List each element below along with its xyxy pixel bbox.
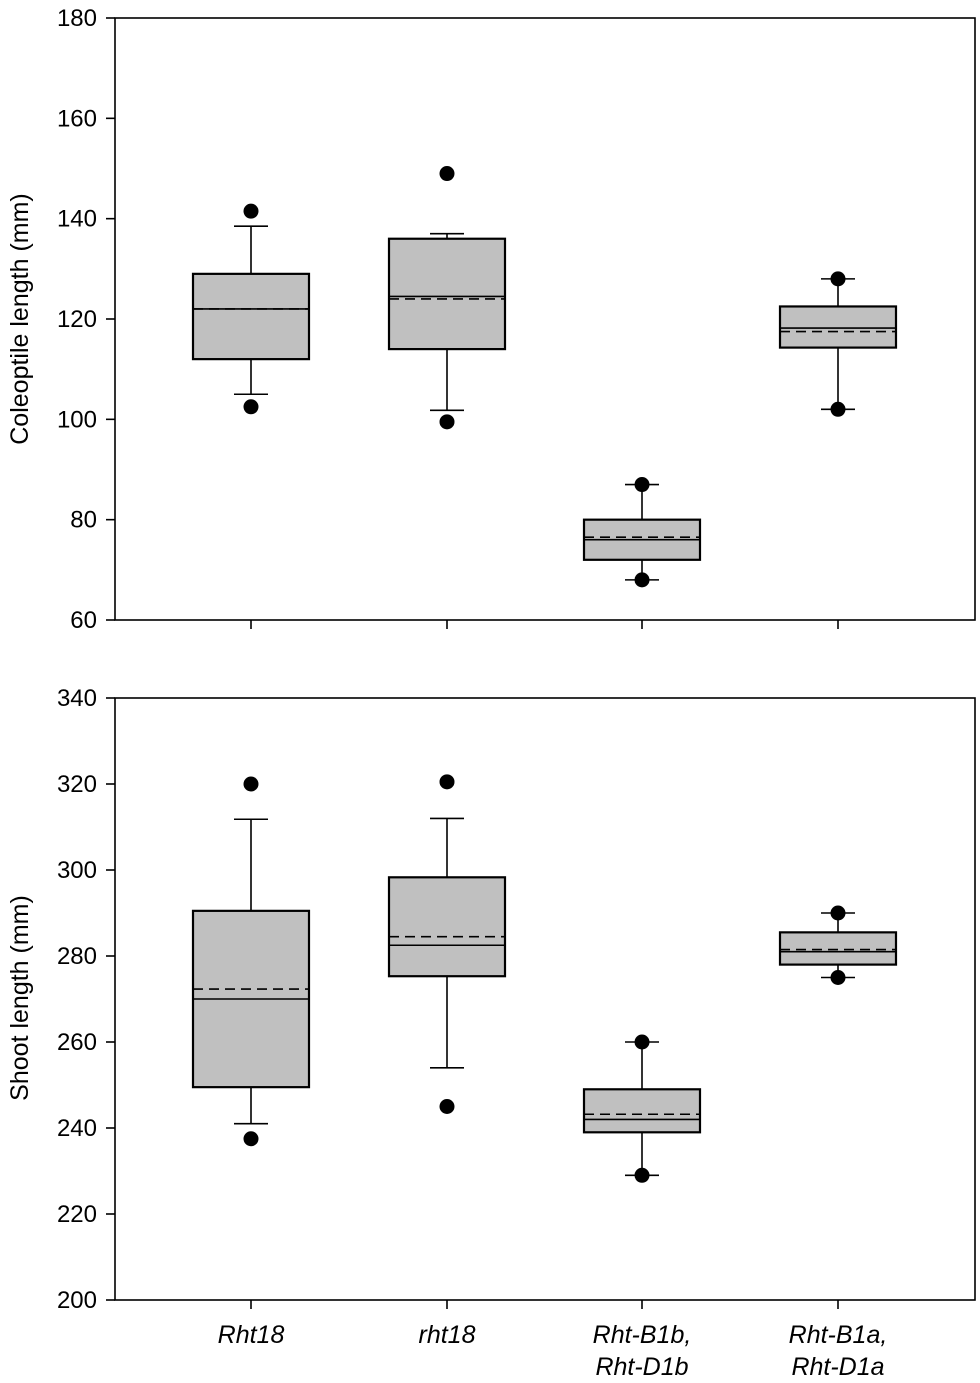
panel-2: 200 220 240 260 280 300 320 340 Shoot length (mm… [6, 685, 976, 1381]
iqr-box [191, 272, 311, 361]
y-tick-label: 320 [57, 771, 97, 798]
box-2 [387, 774, 507, 1114]
outlier-point [439, 166, 455, 182]
outlier-point [439, 414, 455, 430]
outlier-point [830, 970, 846, 985]
y-tick-label: 180 [57, 5, 97, 32]
y-tick-label: 100 [57, 406, 97, 433]
outlier-point [439, 1099, 455, 1114]
panel-1: 60 80 100 120 140 160 180 Coleoptile length (mm… [6, 5, 976, 634]
box-3 [582, 1034, 702, 1183]
y-tick-label: 160 [57, 105, 97, 132]
y-tick-label: 260 [57, 1029, 97, 1056]
y-tick-label: 240 [57, 1115, 97, 1142]
x-category-label: Rht18 [218, 1321, 285, 1349]
iqr-box [778, 305, 898, 349]
box-2 [387, 166, 507, 430]
outlier-point [830, 905, 846, 921]
y-tick-label: 280 [57, 943, 97, 970]
y-tick-label: 220 [57, 1201, 97, 1228]
y-tick-label: 300 [57, 857, 97, 884]
box-4 [778, 905, 898, 985]
y-tick-label: 80 [70, 507, 97, 534]
outlier-point [830, 401, 846, 417]
outlier-point [243, 1131, 259, 1147]
iqr-box [387, 237, 507, 351]
y-tick-label: 200 [57, 1287, 97, 1314]
x-category-label: rht18 [419, 1321, 476, 1349]
y-axis-title: Shoot length (mm) [6, 895, 34, 1101]
outlier-point [634, 477, 650, 493]
box-4 [778, 271, 898, 417]
y-tick-label: 60 [70, 607, 97, 634]
outlier-point [439, 774, 455, 790]
outlier-point [243, 399, 259, 415]
box-1 [191, 776, 311, 1147]
y-axis-title: Coleoptile length (mm) [6, 193, 34, 445]
outlier-point [830, 271, 846, 287]
outlier-point [243, 776, 259, 792]
outlier-point [634, 1034, 650, 1050]
y-tick-label: 140 [57, 206, 97, 233]
iqr-box [582, 1088, 702, 1134]
outlier-point [634, 1167, 650, 1183]
box-1 [191, 203, 311, 415]
plot-frame [114, 697, 976, 1301]
box-3 [582, 477, 702, 588]
y-tick-label: 340 [57, 685, 97, 712]
x-category-label: Rht-B1b, Rht-D1b [593, 1321, 692, 1381]
y-tick-label: 120 [57, 306, 97, 333]
outlier-point [243, 203, 259, 219]
x-category-label: Rht-B1a, Rht-D1a [789, 1321, 888, 1381]
outlier-point [634, 572, 650, 588]
iqr-box [778, 931, 898, 966]
iqr-box [387, 876, 507, 978]
